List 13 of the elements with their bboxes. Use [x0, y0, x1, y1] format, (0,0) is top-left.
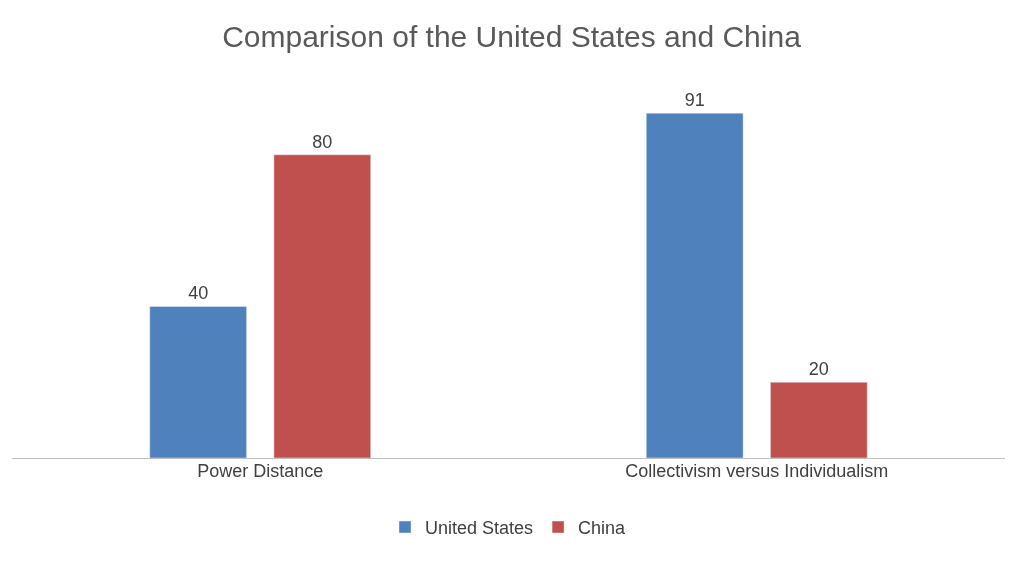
data-label: 80 [312, 131, 333, 152]
bar [149, 306, 247, 458]
bar [273, 154, 371, 458]
legend-label: China [578, 518, 627, 539]
chart-title: Comparison of the United States and China [222, 19, 802, 53]
bar [770, 381, 868, 458]
data-label: 40 [188, 283, 209, 304]
data-label: 91 [684, 90, 705, 111]
data-label: 20 [808, 359, 829, 380]
bar [646, 112, 744, 458]
legend-label: United States [425, 518, 534, 539]
x-tick-label: Power Distance [197, 461, 324, 481]
x-tick-label: Collectivism versus Individualism [625, 461, 889, 481]
